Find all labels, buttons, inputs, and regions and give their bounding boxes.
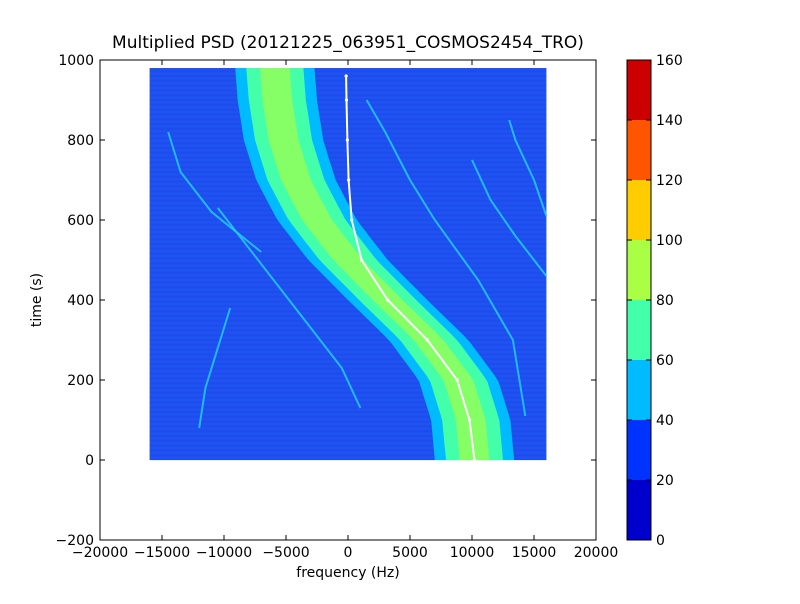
y-tick-label: 600	[67, 213, 94, 229]
colorbar-tick-label: 0	[656, 533, 665, 549]
doppler-point	[347, 178, 351, 182]
axes-layer: Multiplied PSD (20121225_063951_COSMOS24…	[29, 33, 618, 581]
y-tick-label: 800	[67, 133, 94, 149]
doppler-point	[425, 338, 429, 342]
doppler-point	[344, 98, 349, 102]
colorbar: 0 20 40 60 80 100 120 140 160	[626, 53, 683, 549]
x-tick-label: 0	[344, 545, 353, 561]
band-core	[260, 68, 490, 460]
colorbar-tick-label: 100	[656, 233, 683, 249]
faint-line-4	[167, 131, 262, 253]
faint-line-5	[198, 307, 232, 429]
x-tick-label: 20000	[574, 545, 619, 561]
colorbar-segment	[627, 420, 651, 480]
x-tick-label: −10000	[196, 545, 252, 561]
x-tick-label: 15000	[512, 545, 557, 561]
colorbar-tick-label: 60	[656, 353, 674, 369]
colorbar-tick-label: 140	[656, 113, 683, 129]
plot-layer	[149, 68, 548, 462]
faint-line-3	[217, 207, 362, 409]
chart-title: Multiplied PSD (20121225_063951_COSMOS24…	[112, 33, 584, 53]
colorbar-tick-label: 120	[656, 173, 683, 189]
doppler-point	[344, 74, 348, 78]
x-tick-label: 5000	[392, 545, 428, 561]
colorbar-tick-label: 40	[656, 413, 674, 429]
y-tick-label: 1000	[58, 53, 94, 69]
colorbar-segment	[627, 360, 651, 420]
colorbar-tick-label: 160	[656, 53, 683, 69]
colorbar-tick-label: 20	[656, 473, 674, 489]
x-tick-label: −5000	[262, 545, 309, 561]
doppler-point	[455, 378, 459, 382]
y-tick-label: −200	[56, 533, 94, 549]
y-tick-label: 400	[67, 293, 94, 309]
y-tick-label: 200	[67, 373, 94, 389]
x-tick-label: −20000	[72, 545, 128, 561]
doppler-point	[472, 458, 477, 462]
colorbar-segment	[627, 240, 651, 300]
y-axis-label: time (s)	[29, 273, 45, 327]
doppler-point	[350, 218, 354, 222]
x-tick-label: −15000	[134, 545, 190, 561]
colorbar-segment	[627, 480, 651, 540]
colorbar-tick-label: 80	[656, 293, 674, 309]
faint-line-2	[508, 119, 548, 217]
doppler-point	[345, 138, 349, 142]
doppler-point	[386, 298, 390, 302]
colorbar-segment	[627, 60, 651, 120]
colorbar-segment	[627, 120, 651, 180]
doppler-point	[467, 418, 472, 422]
x-axis-label: frequency (Hz)	[296, 565, 399, 581]
y-tick-label: 0	[85, 453, 94, 469]
colorbar-segment	[627, 300, 651, 360]
colorbar-segment	[627, 180, 651, 240]
faint-line-0	[365, 99, 527, 417]
faint-line-1	[471, 159, 548, 277]
doppler-point	[360, 258, 364, 262]
x-tick-label: 10000	[450, 545, 495, 561]
